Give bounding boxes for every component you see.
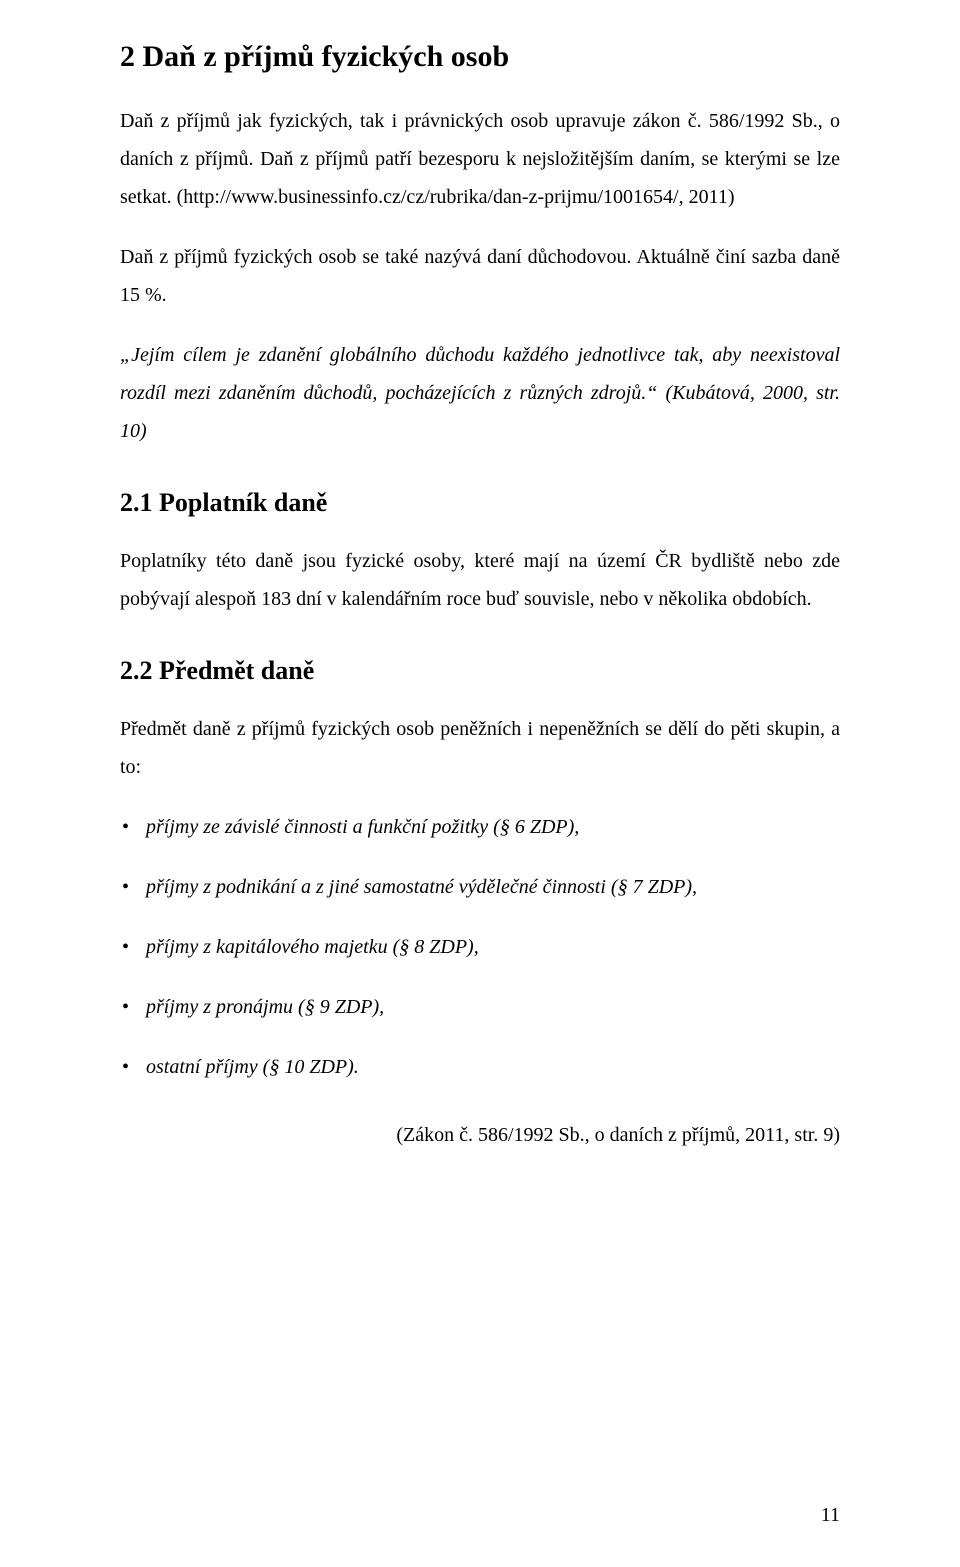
paragraph-italic: „Jejím cílem je zdanění globálního důcho… [120, 336, 840, 450]
list-item: příjmy z podnikání a z jiné samostatné v… [120, 868, 840, 906]
list-item: ostatní příjmy (§ 10 ZDP). [120, 1048, 840, 1086]
heading-1: 2 Daň z příjmů fyzických osob [120, 40, 840, 74]
page-number: 11 [821, 1504, 840, 1527]
heading-2: 2.2 Předmět daně [120, 656, 840, 686]
paragraph: Předmět daně z příjmů fyzických osob pen… [120, 710, 840, 786]
paragraph: Daň z příjmů jak fyzických, tak i právni… [120, 102, 840, 216]
paragraph: Poplatníky této daně jsou fyzické osoby,… [120, 542, 840, 618]
paragraph: Daň z příjmů fyzických osob se také nazý… [120, 238, 840, 314]
heading-2: 2.1 Poplatník daně [120, 488, 840, 518]
document-page: 2 Daň z příjmů fyzických osob Daň z příj… [0, 0, 960, 1567]
list-item: příjmy z kapitálového majetku (§ 8 ZDP), [120, 928, 840, 966]
bullet-list: příjmy ze závislé činnosti a funkční pož… [120, 808, 840, 1086]
citation-right: (Zákon č. 586/1992 Sb., o daních z příjm… [120, 1116, 840, 1154]
list-item: příjmy ze závislé činnosti a funkční pož… [120, 808, 840, 846]
list-item: příjmy z pronájmu (§ 9 ZDP), [120, 988, 840, 1026]
